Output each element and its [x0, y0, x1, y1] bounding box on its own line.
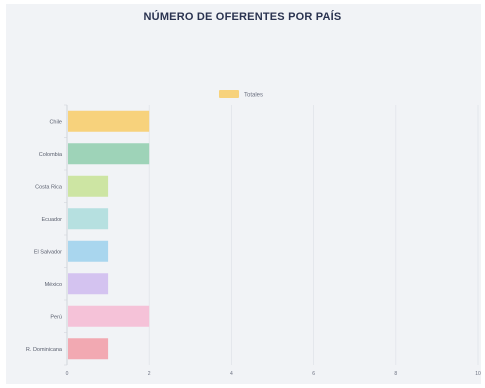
bar-colombia — [68, 143, 150, 165]
legend-swatch — [219, 90, 239, 98]
x-tick-label: 6 — [312, 371, 315, 377]
legend: Totales — [219, 90, 263, 99]
x-tick-label: 0 — [66, 371, 69, 377]
category-labels: Chile Colombia Costa Rica Ecuador El Salvado… — [26, 119, 63, 353]
bar-costa-rica — [68, 175, 109, 197]
bar-per- — [68, 305, 150, 327]
category-label: Colombia — [39, 152, 63, 158]
category-label: El Salvador — [34, 249, 62, 255]
bar-ecuador — [68, 208, 109, 230]
category-label: México — [45, 282, 62, 288]
category-label: Costa Rica — [35, 184, 63, 190]
category-label: R. Dominicana — [26, 347, 63, 353]
x-tick-label: 10 — [475, 371, 481, 377]
x-tick-label: 4 — [230, 371, 233, 377]
x-tick-label: 2 — [148, 371, 151, 377]
bars — [68, 110, 150, 360]
category-label: Ecuador — [42, 217, 63, 223]
bar-chile — [68, 110, 150, 132]
x-tick-label: 8 — [394, 371, 397, 377]
bar-m-xico — [68, 273, 109, 295]
category-label: Chile — [49, 119, 62, 125]
chart-title: NÚMERO DE OFERENTES POR PAÍS — [143, 11, 342, 23]
category-label: Perú — [50, 314, 62, 320]
legend-label: Totales — [244, 93, 263, 99]
bar-el-salvador — [68, 240, 109, 262]
bar-r-dominicana — [68, 338, 109, 360]
x-tick-labels: 0 2 4 6 8 10 — [66, 371, 481, 377]
